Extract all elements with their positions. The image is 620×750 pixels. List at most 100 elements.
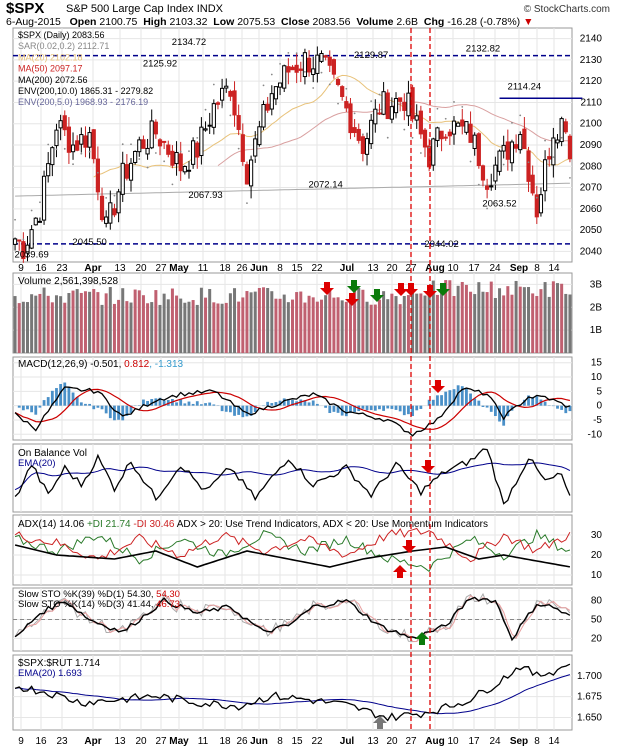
obv-ema-legend: EMA(20): [18, 458, 55, 469]
adx-y-tick-label: 30: [591, 530, 603, 541]
volume-bar: [369, 304, 373, 353]
volume-bar: [133, 289, 137, 353]
volume-bar: [382, 291, 386, 353]
macd-histogram-bar: [291, 399, 294, 406]
volume-y-tick-label: 1B: [590, 325, 603, 336]
volume-bar: [125, 301, 129, 353]
macd-histogram-bar: [282, 398, 286, 406]
candle-body: [327, 56, 332, 66]
candle-body: [170, 150, 175, 166]
candle-body: [99, 195, 105, 221]
volume-bar: [427, 294, 431, 353]
macd-histogram-bar: [328, 405, 332, 414]
volume-bar: [241, 297, 245, 353]
sar-dot: [569, 176, 571, 179]
candle-body: [87, 132, 92, 148]
adx-y-tick-label: 10: [591, 570, 603, 581]
panel-obv-frame: [12, 443, 573, 513]
volume-bar: [220, 303, 224, 353]
macd-histogram-bar: [121, 405, 125, 421]
quote-date: 6-Aug-2015: [6, 16, 61, 28]
candle-body: [439, 130, 444, 140]
candle-body: [54, 129, 59, 147]
price-y-tick-label: 2110: [580, 97, 602, 108]
candle-body: [311, 68, 316, 76]
volume-bar: [108, 287, 112, 353]
volume-bar: [307, 295, 311, 353]
macd-histogram-bar: [543, 401, 547, 406]
candle-body: [95, 158, 100, 193]
volume-bar: [67, 293, 71, 353]
candle-body: [344, 101, 349, 109]
sto39-line: [14, 596, 571, 642]
macd-histogram-bar: [465, 388, 468, 406]
bottom-x-tick-label: 13: [367, 736, 379, 747]
volume-bar: [518, 286, 522, 353]
macd-histogram-bar: [125, 405, 129, 416]
volume-bar: [568, 294, 572, 353]
candle-body: [402, 101, 407, 111]
volume-bar: [485, 292, 489, 353]
macd-histogram-bar: [274, 402, 278, 406]
candle-body: [315, 54, 320, 74]
candle-body: [186, 169, 192, 172]
candle-body: [286, 66, 291, 73]
macd-histogram-bar: [212, 404, 216, 406]
candle-body: [232, 90, 237, 116]
volume-bar: [30, 294, 34, 353]
volume-bar: [510, 294, 514, 353]
volume-bar: [348, 297, 352, 353]
candle-body: [451, 120, 457, 135]
volume-bar: [328, 290, 332, 353]
candle-body: [526, 150, 531, 182]
volume-bar: [299, 291, 303, 353]
candle-body: [141, 139, 146, 149]
volume-bar: [75, 289, 79, 353]
macd-histogram-bar: [17, 405, 21, 408]
volume-bar: [121, 288, 125, 353]
sar-dot: [72, 163, 74, 166]
macd-histogram-bar: [200, 404, 203, 406]
candle-body: [191, 140, 196, 165]
candle-body: [522, 128, 527, 150]
volume-bar: [448, 280, 452, 353]
macd-histogram-bar: [150, 399, 154, 406]
top-x-tick-label: 13: [114, 263, 126, 274]
bottom-x-tick-label: 27: [155, 736, 167, 747]
price-y-tick-label: 2090: [580, 140, 603, 151]
sar-dot: [361, 133, 364, 136]
sar-dot: [30, 209, 33, 212]
sar-dot: [88, 150, 91, 153]
volume-bar: [502, 295, 506, 353]
candle-body: [240, 134, 245, 162]
sar-dot: [453, 101, 455, 103]
volume-bar: [195, 304, 199, 353]
volume-bar: [112, 303, 116, 353]
candle-body: [422, 129, 428, 148]
candle-body: [542, 159, 548, 192]
volume-bar: [315, 301, 319, 353]
volume-bar: [208, 289, 212, 353]
ratio-ema-line: [15, 674, 571, 715]
macd-histogram-bar: [477, 400, 481, 406]
plus-di-line: [14, 528, 571, 573]
candle-body: [66, 126, 72, 153]
macd-histogram-bar: [187, 401, 191, 406]
volume-bar: [63, 302, 67, 353]
sar-dot: [14, 218, 16, 221]
candle-body: [261, 103, 266, 128]
macd-histogram-bar: [365, 405, 369, 411]
candle-body: [277, 82, 283, 88]
macd-histogram-bar: [336, 405, 340, 413]
candle-body: [75, 140, 80, 151]
volume-bar: [498, 288, 502, 353]
sar-dot: [486, 207, 489, 210]
macd-y-tick-label: -5: [593, 415, 602, 426]
volume-bar: [253, 291, 257, 353]
red-arrow-icon: [394, 283, 408, 296]
macd-histogram-bar: [568, 405, 572, 412]
volume-bar: [175, 295, 179, 353]
candle-body: [207, 124, 212, 127]
candle-body: [352, 127, 357, 134]
volume-bar: [373, 304, 377, 353]
